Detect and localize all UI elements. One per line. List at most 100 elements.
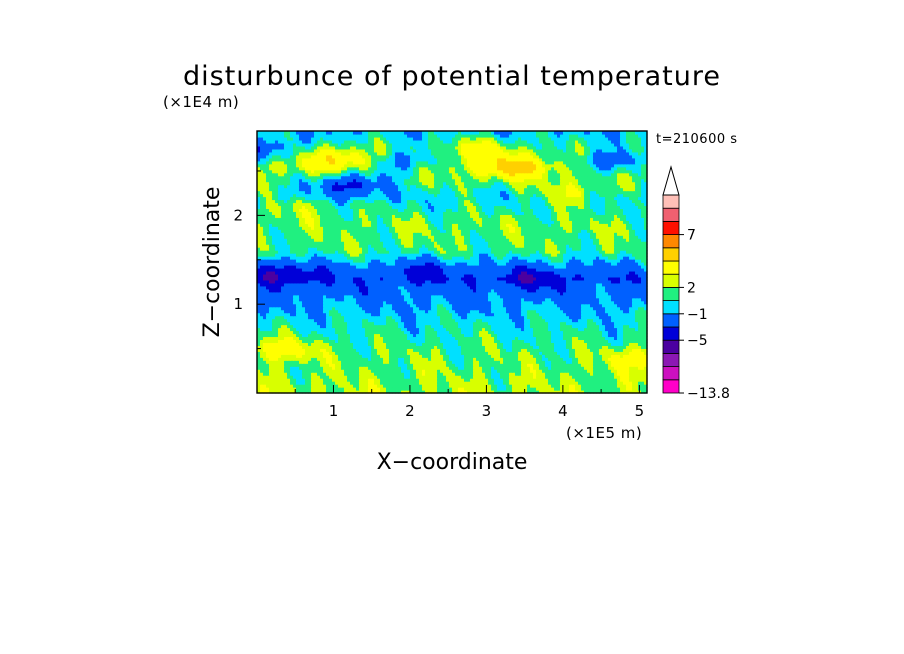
heatmap-cell: [341, 372, 345, 376]
heatmap-cell: [470, 372, 474, 376]
heatmap-cell: [626, 324, 630, 329]
heatmap-cell: [365, 345, 369, 349]
heatmap-cell: [629, 309, 633, 314]
heatmap-cell: [317, 342, 321, 346]
heatmap-cell: [299, 369, 303, 373]
heatmap-cell: [578, 345, 582, 349]
heatmap-cell: [344, 342, 348, 346]
heatmap-cell: [407, 378, 411, 382]
heatmap-cell: [530, 327, 534, 332]
heatmap-cell: [560, 309, 564, 314]
heatmap-cell: [326, 312, 330, 317]
heatmap-cell: [485, 315, 489, 320]
heatmap-cell: [566, 357, 570, 361]
heatmap-cell: [278, 336, 282, 341]
heatmap-cell: [425, 336, 429, 341]
heatmap-cell: [422, 384, 426, 388]
heatmap-cell: [287, 321, 291, 326]
heatmap-cell: [407, 327, 411, 332]
heatmap-cell: [512, 318, 516, 323]
heatmap-cell: [440, 339, 444, 343]
heatmap-cell: [392, 321, 396, 326]
heatmap-cell: [377, 330, 381, 335]
heatmap-cell: [311, 291, 315, 296]
heatmap-cell: [389, 336, 393, 341]
heatmap-cell: [563, 369, 567, 373]
heatmap-cell: [371, 369, 375, 373]
heatmap-cell: [536, 390, 540, 394]
heatmap-cell: [623, 297, 627, 302]
heatmap-cell: [467, 345, 471, 349]
heatmap-cell: [485, 321, 489, 326]
heatmap-cell: [323, 315, 327, 320]
heatmap-cell: [287, 378, 291, 382]
heatmap-cell: [569, 372, 573, 376]
heatmap-cell: [587, 357, 591, 361]
heatmap-cell: [623, 354, 627, 358]
heatmap-cell: [305, 300, 309, 305]
heatmap-cell: [278, 366, 282, 370]
heatmap-cell: [584, 312, 588, 317]
heatmap-cell: [380, 381, 384, 385]
heatmap-cell: [359, 318, 363, 323]
heatmap-cell: [476, 336, 480, 341]
heatmap-cell: [332, 348, 336, 352]
heatmap-cell: [608, 387, 612, 391]
heatmap-cell: [536, 375, 540, 379]
heatmap-cell: [494, 363, 498, 367]
heatmap-cell: [362, 354, 366, 358]
heatmap-cell: [278, 315, 282, 320]
heatmap-cell: [470, 291, 474, 296]
heatmap-cell: [395, 336, 399, 341]
heatmap-cell: [350, 372, 354, 376]
heatmap-cell: [473, 330, 477, 335]
heatmap-cell: [485, 291, 489, 296]
heatmap-cell: [434, 351, 438, 355]
heatmap-cell: [287, 303, 291, 308]
heatmap-cell: [356, 342, 360, 346]
heatmap-cell: [587, 315, 591, 320]
heatmap-cell: [287, 354, 291, 358]
heatmap-cell: [395, 390, 399, 394]
heatmap-cell: [569, 357, 573, 361]
heatmap-cell: [392, 357, 396, 361]
heatmap-cell: [326, 303, 330, 308]
heatmap-cell: [524, 360, 528, 364]
heatmap-cell: [338, 384, 342, 388]
heatmap-cell: [404, 387, 408, 391]
heatmap-cell: [533, 300, 537, 305]
heatmap-cell: [365, 369, 369, 373]
heatmap-cell: [482, 357, 486, 361]
heatmap-cell: [590, 384, 594, 388]
heatmap-cell: [527, 342, 531, 346]
heatmap-cell: [296, 366, 300, 370]
heatmap-cell: [371, 336, 375, 341]
heatmap-cell: [563, 345, 567, 349]
heatmap-cell: [605, 324, 609, 329]
heatmap-cell: [542, 294, 546, 299]
heatmap-cell: [326, 390, 330, 394]
heatmap-cell: [479, 378, 483, 382]
heatmap-cell: [557, 387, 561, 391]
heatmap-cell: [341, 306, 345, 311]
heatmap-cell: [263, 369, 267, 373]
heatmap-cell: [386, 309, 390, 314]
heatmap-cell: [269, 321, 273, 326]
heatmap-cell: [257, 342, 261, 346]
heatmap-cell: [419, 348, 423, 352]
heatmap-cell: [518, 333, 522, 338]
heatmap-cell: [431, 369, 435, 373]
heatmap-cell: [593, 306, 597, 311]
heatmap-cell: [605, 354, 609, 358]
heatmap-cell: [620, 354, 624, 358]
heatmap-cell: [635, 327, 639, 332]
heatmap-cell: [410, 291, 414, 296]
heatmap-cell: [599, 348, 603, 352]
heatmap-cell: [542, 357, 546, 361]
heatmap-cell: [383, 336, 387, 341]
heatmap-cell: [611, 294, 615, 299]
heatmap-cell: [509, 333, 513, 338]
heatmap-cell: [302, 309, 306, 314]
heatmap-cell: [434, 330, 438, 335]
heatmap-cell: [353, 384, 357, 388]
